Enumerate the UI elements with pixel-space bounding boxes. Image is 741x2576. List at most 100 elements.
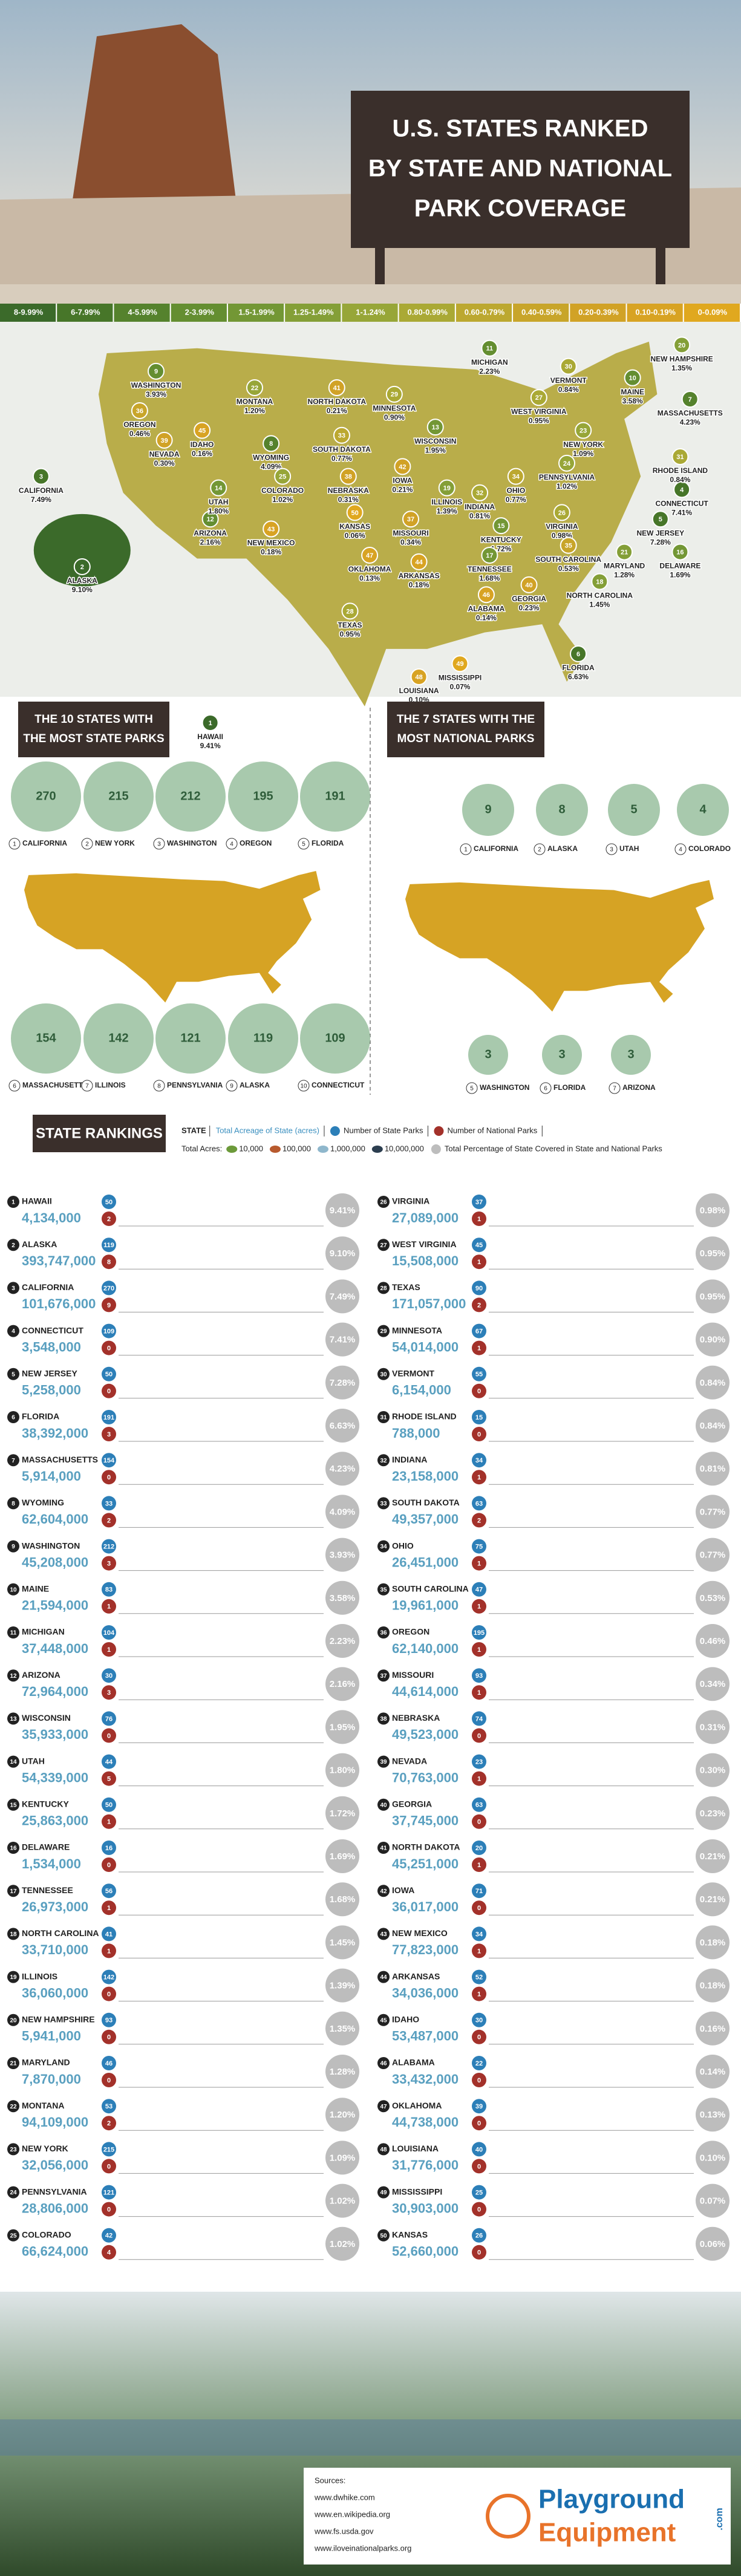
key-state-park-dot xyxy=(330,1126,340,1136)
state-name: OHIO xyxy=(392,1541,414,1550)
map-state-name: NEBRASKA xyxy=(328,486,369,495)
pct-circle xyxy=(696,1580,730,1615)
rank-number: 17 xyxy=(10,1888,17,1895)
map-state-marker xyxy=(274,468,292,485)
state-parks-dot xyxy=(102,1323,116,1339)
rank-bullet xyxy=(7,1540,19,1553)
rank-bullet xyxy=(7,2100,19,2113)
rank-number: 1 xyxy=(13,841,16,848)
national-parks-dot xyxy=(472,1383,486,1398)
pct-circle xyxy=(325,2098,359,2132)
rank-bullet xyxy=(298,838,310,850)
state-acreage: 36,017,000 xyxy=(392,1899,459,1914)
state-parks-count: 215 xyxy=(103,2146,114,2153)
legend-label: 1-1.24% xyxy=(356,307,385,316)
state-acreage: 101,676,000 xyxy=(22,1296,96,1311)
state-name: OKLAHOMA xyxy=(392,2101,442,2110)
rank-bullet xyxy=(377,1928,390,1940)
pct-circle xyxy=(325,1753,359,1787)
state-name: COLORADO xyxy=(688,844,731,853)
state-name: KENTUCKY xyxy=(22,1799,69,1809)
state-parks-dot xyxy=(472,1195,486,1209)
state-name: RHODE ISLAND xyxy=(392,1412,457,1421)
state-parks-count: 44 xyxy=(105,1759,113,1766)
pct-value: 0.16% xyxy=(700,2024,726,2034)
pct-circle xyxy=(696,1322,730,1357)
rank-bullet xyxy=(298,1080,310,1092)
rank-bullet xyxy=(466,1082,478,1094)
rank-number: 28 xyxy=(380,1285,387,1292)
rank-bullet xyxy=(460,843,472,855)
state-name: UTAH xyxy=(22,1756,45,1766)
pct-value: 0.95% xyxy=(700,1248,726,1259)
count-value: 3 xyxy=(558,1048,565,1061)
map-state-name: FLORIDA xyxy=(562,664,595,672)
count-bubble xyxy=(677,784,729,836)
pct-value: 0.34% xyxy=(700,1679,726,1689)
pct-value: 0.98% xyxy=(700,1205,726,1216)
state-parks-count: 42 xyxy=(105,2232,113,2240)
count-value: 9 xyxy=(485,803,491,816)
state-parks-dot xyxy=(472,1323,486,1339)
key-icon xyxy=(317,1146,328,1153)
state-parks-count: 26 xyxy=(475,2232,483,2240)
count-value: 142 xyxy=(108,1031,128,1045)
pct-circle xyxy=(325,1365,359,1400)
state-parks-count: 40 xyxy=(475,2146,483,2153)
map-state-name: RHODE ISLAND xyxy=(653,466,708,475)
rank-number: 25 xyxy=(10,2232,17,2239)
rank-bullet xyxy=(7,1712,19,1725)
rank-bullet xyxy=(606,843,618,855)
national-parks-dot xyxy=(102,1642,116,1657)
pct-value: 0.90% xyxy=(700,1335,726,1345)
national-parks-count: 3 xyxy=(107,1431,111,1438)
state-parks-dot xyxy=(102,1539,116,1554)
rank-bullet xyxy=(226,1080,238,1092)
map-state-pct: 2.16% xyxy=(200,538,221,546)
map-state-pct: 0.06% xyxy=(345,532,365,540)
state-acreage: 54,014,000 xyxy=(392,1339,459,1354)
state-name: ILLINOIS xyxy=(95,1081,126,1089)
rank-number: 19 xyxy=(10,1974,17,1981)
legend-swatch xyxy=(627,304,683,322)
map-rank: 28 xyxy=(346,608,353,615)
pct-value: 7.28% xyxy=(330,1378,356,1388)
national-parks-dot xyxy=(102,1254,116,1270)
count-bubble xyxy=(611,1035,651,1075)
key-label: STATE xyxy=(181,1126,206,1135)
map-state-marker xyxy=(438,479,455,497)
state-name: IDAHO xyxy=(392,2015,419,2024)
rank-bullet xyxy=(377,2057,390,2069)
logo-text: Equipment xyxy=(538,2518,676,2548)
state-parks-dot xyxy=(102,1366,116,1381)
state-parks-count: 33 xyxy=(105,1500,113,1507)
rank-number: 18 xyxy=(10,1931,17,1938)
map-state-pct: 1.45% xyxy=(589,601,610,609)
national-parks-dot xyxy=(472,2159,486,2174)
rank-number: 9 xyxy=(11,1544,15,1550)
pct-circle xyxy=(325,2141,359,2175)
state-name: LOUISIANA xyxy=(392,2144,439,2153)
count-bubble xyxy=(155,761,226,832)
state-name: OREGON xyxy=(392,1627,429,1637)
rank-number: 21 xyxy=(10,2061,17,2067)
map-state-pct: 1.39% xyxy=(437,507,457,515)
state-name: SOUTH DAKOTA xyxy=(392,1498,460,1507)
state-acreage: 45,208,000 xyxy=(22,1554,88,1570)
state-parks-count: 71 xyxy=(475,1888,483,1895)
map-state-name: WASHINGTON xyxy=(131,381,181,390)
national-parks-count: 0 xyxy=(477,2249,481,2257)
state-acreage: 30,903,000 xyxy=(392,2200,459,2216)
state-acreage: 44,738,000 xyxy=(392,2115,459,2130)
logo-text: Playground xyxy=(538,2485,685,2514)
pct-value: 1.95% xyxy=(330,1722,356,1732)
pct-circle xyxy=(696,1279,730,1314)
map-state-pct: 0.14% xyxy=(476,613,497,622)
map-state-pct: 0.77% xyxy=(506,495,526,504)
state-parks-dot xyxy=(102,1280,116,1296)
map-state-name: MONTANA xyxy=(237,397,273,406)
state-parks-count: 39 xyxy=(475,2103,483,2110)
map-rank: 5 xyxy=(659,516,662,523)
pct-circle xyxy=(696,1710,730,1744)
state-parks-dot xyxy=(102,1453,116,1468)
